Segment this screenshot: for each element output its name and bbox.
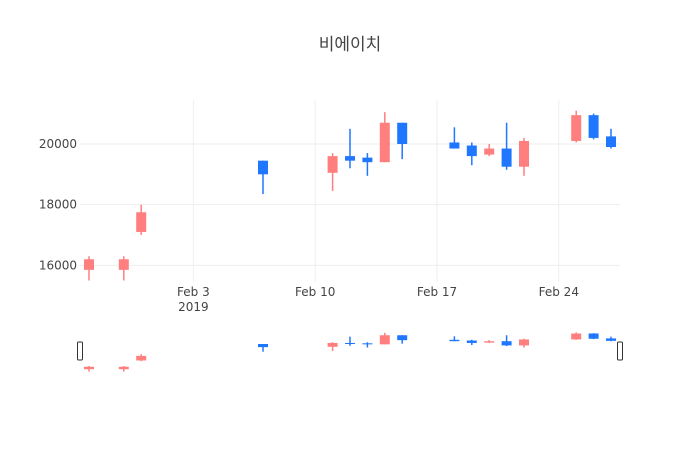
- candle-body-mini: [606, 338, 616, 341]
- candle-mini: [588, 333, 599, 340]
- candle-body: [136, 212, 147, 232]
- candle: [258, 160, 268, 195]
- candle: [327, 153, 338, 191]
- x-tick-label: Feb 24: [539, 285, 579, 299]
- range-slider-left-handle[interactable]: [77, 341, 83, 361]
- candle: [484, 143, 495, 157]
- candle-body-mini: [397, 335, 408, 341]
- candle-body-mini: [345, 342, 355, 344]
- candle-body-mini: [379, 335, 390, 345]
- grid-lines: [80, 100, 620, 282]
- range-slider-background: [80, 330, 620, 372]
- candle-mini: [345, 336, 355, 346]
- candle-body-mini: [118, 366, 129, 370]
- candle-body-mini: [136, 355, 147, 361]
- candle-body: [84, 259, 94, 270]
- candle: [362, 153, 373, 176]
- candle: [345, 128, 355, 169]
- candle-body-mini: [501, 341, 512, 346]
- y-tick-label: 16000: [39, 258, 77, 272]
- candle-body-mini: [327, 342, 338, 347]
- candle-body: [397, 122, 408, 144]
- candle: [449, 127, 460, 149]
- candle-body-mini: [466, 340, 477, 343]
- candle: [466, 142, 477, 166]
- candle-mini: [484, 340, 495, 343]
- candle-body: [362, 157, 373, 163]
- x-tick-sublabel: 2019: [178, 300, 209, 314]
- candle: [501, 122, 512, 170]
- candle-body: [588, 115, 599, 138]
- y-tick-label: 18000: [39, 198, 77, 212]
- candle-body: [519, 140, 529, 167]
- chart-title: 비에이치: [319, 35, 382, 55]
- candle-mini: [571, 332, 582, 340]
- candle-mini: [466, 339, 477, 346]
- candle-body: [258, 160, 268, 175]
- candle-mini: [327, 342, 338, 351]
- candle-mini: [519, 338, 529, 348]
- candle-mini: [379, 332, 390, 345]
- candle: [397, 122, 408, 160]
- candle-body: [327, 156, 338, 173]
- range-slider-right-handle[interactable]: [617, 341, 623, 361]
- candle: [519, 137, 529, 176]
- candle: [84, 256, 94, 281]
- candle-body-mini: [588, 333, 599, 339]
- x-tick-label: Feb 10: [295, 285, 335, 299]
- candle-body-mini: [362, 343, 373, 345]
- candle-mini: [84, 366, 94, 372]
- candle-body: [501, 148, 512, 167]
- candle-mini: [118, 366, 129, 372]
- candle-mini: [362, 342, 373, 348]
- x-tick-label: Feb 3: [177, 285, 210, 299]
- y-tick-label: 20000: [39, 137, 77, 151]
- candle: [571, 110, 582, 143]
- candle-body-mini: [258, 344, 268, 348]
- candle-body: [449, 142, 460, 149]
- y-axis-ticks: 16000 18000 20000: [39, 137, 77, 272]
- candle-body-mini: [84, 366, 94, 370]
- candle: [118, 256, 129, 281]
- candle-mini: [397, 335, 408, 344]
- candle-body: [571, 115, 582, 141]
- candle-body-mini: [449, 339, 460, 342]
- candle-body: [118, 259, 129, 270]
- candle-body-mini: [571, 333, 582, 340]
- candle-body: [345, 156, 355, 161]
- candle-mini: [136, 354, 147, 362]
- range-slider[interactable]: [77, 330, 623, 372]
- candle-body: [606, 136, 616, 148]
- candle-mini: [606, 336, 616, 342]
- candle-mini: [258, 344, 268, 352]
- candle: [379, 112, 390, 163]
- candle: [606, 128, 616, 149]
- candle-body: [379, 122, 390, 163]
- candle-mini: [501, 335, 512, 347]
- candles: [84, 110, 616, 281]
- candle: [588, 113, 599, 140]
- candle: [136, 204, 147, 235]
- x-tick-label: Feb 17: [417, 285, 457, 299]
- candle-body: [466, 145, 477, 157]
- candle-body-mini: [484, 341, 495, 343]
- candle-body-mini: [519, 339, 529, 346]
- candle-body: [484, 148, 495, 155]
- candle-mini: [449, 336, 460, 342]
